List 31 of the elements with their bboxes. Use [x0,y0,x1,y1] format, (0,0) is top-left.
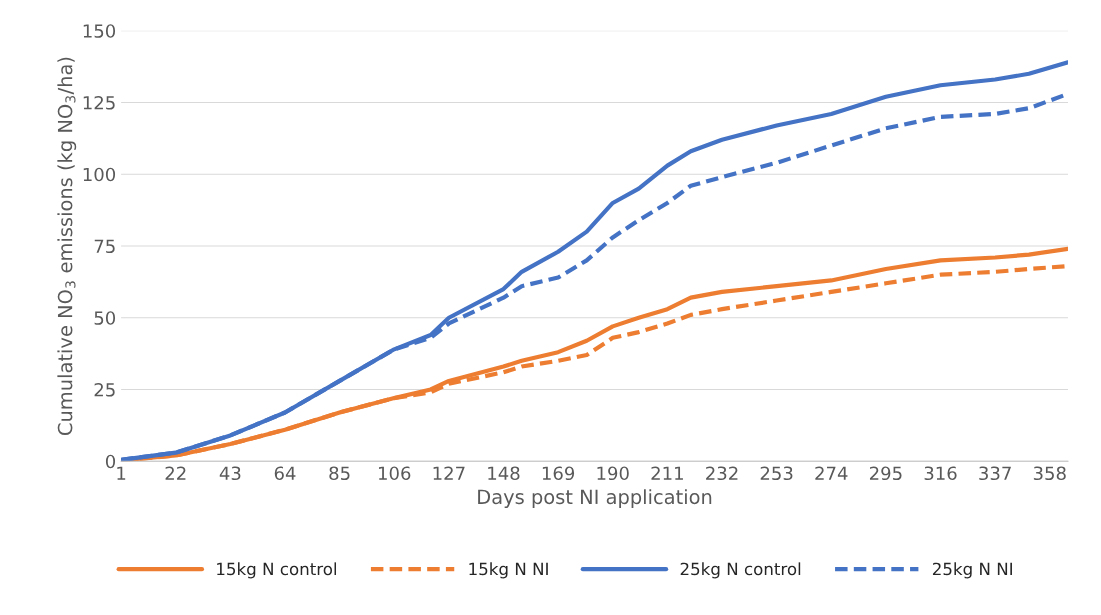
x-tick-label: 274 [815,466,848,480]
x-tick-label: 64 [274,466,296,481]
legend-label: 25kg N control [680,562,801,579]
x-tick-label: 358 [1033,466,1066,481]
y-tick-label: 75 [94,239,115,254]
x-tick-label: 22 [165,466,186,480]
x-axis-title: Days post NI application [478,489,712,508]
x-tick-label: 211 [651,466,683,480]
y-tick-label: 150 [83,24,116,38]
x-tick-label: 106 [378,466,411,481]
x-tick-label: 148 [488,466,520,481]
x-tick-label: 253 [760,466,793,481]
x-tick-label: 1 [117,466,126,480]
y-axis-title: Cumulative NO$_{3}$ emissions (kg NO$_{3}$/ha) [57,57,77,435]
x-tick-label: 295 [869,466,902,481]
legend-label: 15kg N NI [469,562,548,579]
x-tick-label: 127 [433,466,465,480]
x-tick-label: 232 [706,466,738,481]
x-tick-label: 190 [597,466,629,481]
x-tick-label: 169 [542,466,575,481]
x-tick-label: 316 [924,466,957,481]
legend-label: 15kg N control [217,562,337,579]
x-tick-label: 337 [979,466,1011,481]
y-tick-label: 125 [83,95,115,110]
y-tick-label: 25 [94,382,115,397]
y-tick-label: 0 [105,454,116,469]
y-tick-label: 50 [94,311,116,325]
x-tick-label: 85 [329,466,350,481]
x-tick-label: 43 [219,466,241,481]
y-tick-label: 100 [83,167,116,182]
legend-label: 25kg N NI [932,562,1012,579]
